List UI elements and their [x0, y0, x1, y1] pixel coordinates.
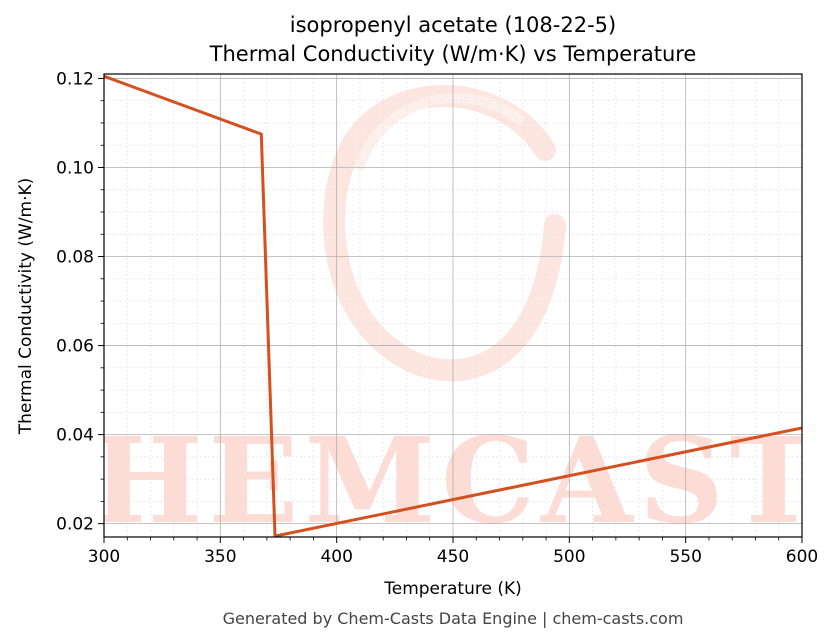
y-tick-label: 0.12 [56, 69, 94, 89]
y-tick-label: 0.02 [56, 515, 94, 535]
x-tick-label: 600 [786, 547, 818, 567]
y-axis-label: Thermal Conductivity (W/m·K) [16, 178, 36, 436]
x-tick-label: 500 [553, 547, 585, 567]
x-axis-label: Temperature (K) [383, 579, 522, 599]
series-layer [104, 74, 802, 537]
footer-credit: Generated by Chem-Casts Data Engine | ch… [223, 609, 684, 628]
y-tick-label: 0.08 [56, 248, 94, 268]
watermark-swirl-icon [323, 84, 566, 382]
x-axis-ticks: 300 350 400 450 500 550 600 [88, 537, 818, 567]
x-tick-label: 350 [204, 547, 236, 567]
chart-title: isopropenyl acetate (108-22-5) [290, 13, 616, 37]
watermark-text: CHEMCASTS [0, 411, 836, 550]
x-tick-label: 550 [669, 547, 701, 567]
series-line [104, 74, 802, 537]
x-tick-label: 300 [88, 547, 120, 567]
y-tick-label: 0.10 [56, 158, 94, 178]
y-tick-label: 0.06 [56, 337, 94, 357]
y-tick-label: 0.04 [56, 426, 94, 446]
chart-subtitle: Thermal Conductivity (W/m·K) vs Temperat… [209, 42, 697, 66]
x-tick-label: 450 [437, 547, 469, 567]
x-tick-label: 400 [320, 547, 352, 567]
y-axis-ticks: 0.02 0.04 0.06 0.08 0.10 0.12 [56, 69, 104, 535]
